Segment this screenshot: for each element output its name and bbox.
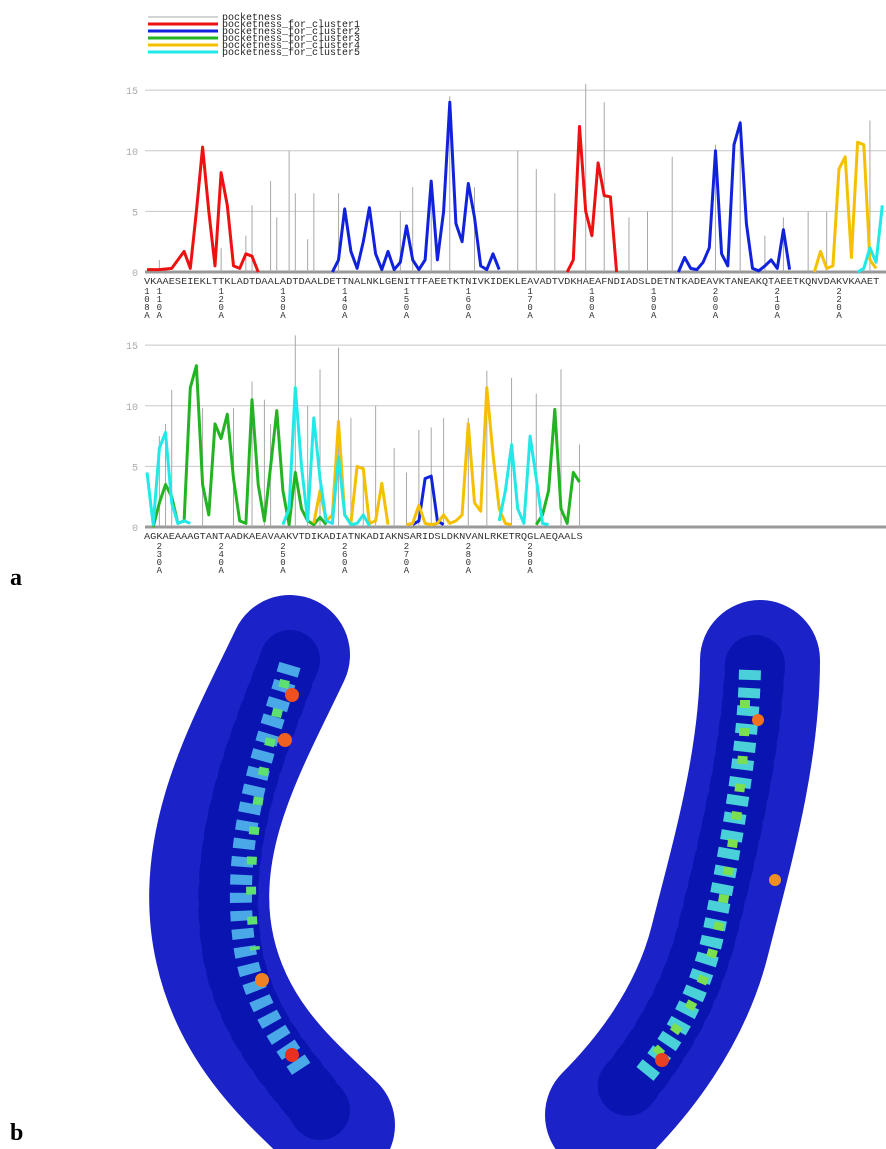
x-tick-label: 150A (402, 287, 412, 319)
molecule-hotspot (278, 733, 292, 747)
x-tick-label: 200A (710, 287, 720, 319)
x-tick-label: 110A (154, 287, 164, 319)
molecule-right (545, 600, 820, 1149)
molecule-hotspot (255, 973, 269, 987)
molecule-hotspot (752, 714, 764, 726)
x-tick-label: 280A (463, 542, 473, 574)
molecule-hotspot (285, 1048, 299, 1062)
legend-label: pocketness_for_cluster4 (222, 40, 360, 52)
x-tick-label: 120A (216, 287, 226, 319)
y-tick-label: 0 (132, 269, 138, 280)
legend-label: pocketness (222, 12, 282, 24)
y-tick-label: 5 (132, 463, 138, 474)
x-tick-label: 108A (142, 287, 152, 319)
molecule-hotspot (655, 1053, 669, 1067)
sequence: AGKAEAAAGTANTAADKAEAVAAKVTDIKADIATNKADIA… (144, 532, 583, 542)
series-line (856, 205, 884, 274)
sequence: VKAAESEIEKLTTKLADTDAALADTDAALDETTNALNKLG… (144, 277, 880, 287)
y-tick-label: 0 (132, 524, 138, 535)
panel-label: a (10, 565, 22, 591)
x-tick-label: 160A (463, 287, 473, 319)
x-tick-label: 210A (772, 287, 782, 319)
series-line (281, 386, 371, 527)
x-tick-label: 180A (587, 287, 597, 319)
legend-label: pocketness_for_cluster3 (222, 33, 360, 45)
series-line (406, 386, 512, 527)
legend-label: pocketness_for_cluster2 (222, 26, 360, 38)
series-line (535, 407, 581, 526)
y-tick-label: 5 (132, 208, 138, 219)
x-tick-label: 260A (340, 542, 350, 574)
molecule-hotspot (285, 688, 299, 702)
panel-label: b (10, 1120, 23, 1146)
x-tick-label: 250A (278, 542, 288, 574)
series-line (497, 434, 549, 527)
legend-label: pocketness_for_cluster5 (222, 47, 360, 59)
molecule-left (149, 595, 395, 1149)
series-line (145, 430, 191, 527)
series-line (147, 145, 260, 273)
y-tick-label: 15 (126, 87, 138, 98)
x-tick-label: 130A (278, 287, 288, 319)
y-tick-label: 15 (126, 342, 138, 353)
x-tick-label: 170A (525, 287, 535, 319)
x-tick-label: 230A (154, 542, 164, 574)
y-tick-label: 10 (126, 148, 138, 159)
series-line (331, 100, 501, 273)
x-tick-label: 240A (216, 542, 226, 574)
series-line (677, 121, 792, 273)
series-line (411, 474, 445, 526)
x-tick-label: 140A (340, 287, 350, 319)
x-tick-label: 290A (525, 542, 535, 574)
x-tick-label: 190A (649, 287, 659, 319)
series-line (812, 140, 878, 273)
legend-label: pocketness_for_cluster1 (222, 19, 360, 31)
molecule-pocket (229, 661, 315, 1081)
molecule-hotspot (769, 874, 781, 886)
x-tick-label: 270A (402, 542, 412, 574)
series-line (565, 125, 619, 273)
y-tick-label: 10 (126, 403, 138, 414)
x-tick-label: 220A (834, 287, 844, 319)
